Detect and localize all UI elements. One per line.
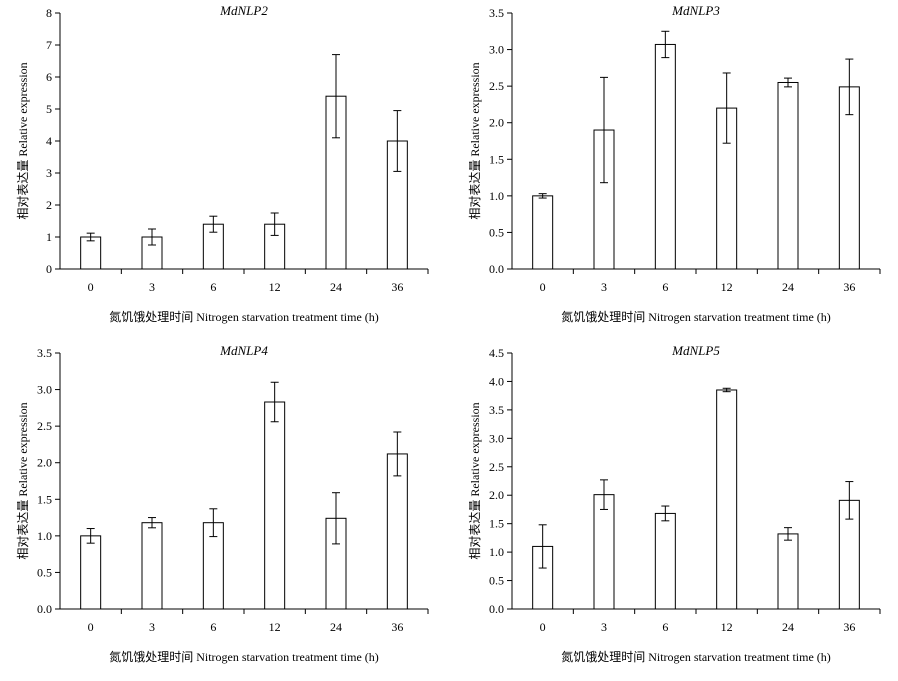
bar-3h: [141, 522, 163, 610]
y-tick-label: 2: [46, 198, 52, 212]
y-tick-label: 1.0: [489, 189, 504, 203]
y-tick-label: 0.0: [37, 602, 52, 616]
y-tick-label: 2.5: [489, 460, 504, 474]
x-axis-label: 氮饥饿处理时间 Nitrogen starvation treatment ti…: [109, 649, 379, 664]
y-tick-label: 3.5: [37, 346, 52, 360]
x-tick-label: 3: [149, 620, 155, 634]
y-tick-label: 1.0: [489, 545, 504, 559]
y-tick-label: 5: [46, 102, 52, 116]
bar-0h: [80, 236, 102, 270]
x-tick-label: 6: [210, 620, 216, 634]
x-tick-label: 12: [269, 620, 281, 634]
y-tick-label: 2.0: [489, 116, 504, 130]
y-tick-label: 3.0: [37, 383, 52, 397]
y-tick-label: 2.0: [489, 488, 504, 502]
y-tick-label: 8: [46, 6, 52, 20]
x-tick-label: 24: [782, 620, 794, 634]
y-tick-label: 7: [46, 38, 52, 52]
y-tick-label: 1.5: [489, 517, 504, 531]
bar-24h: [777, 533, 799, 610]
bar-36h: [386, 453, 408, 610]
y-axis-label: 相对表达量 Relative expression: [16, 402, 30, 559]
y-tick-label: 2.5: [489, 79, 504, 93]
x-axis-label: 氮饥饿处理时间 Nitrogen starvation treatment ti…: [561, 649, 831, 664]
x-tick-label: 12: [721, 620, 733, 634]
x-tick-label: 3: [149, 280, 155, 294]
bar-12h: [716, 389, 738, 610]
y-tick-label: 3.0: [489, 431, 504, 445]
bar-0h: [532, 195, 554, 270]
x-tick-label: 0: [88, 280, 94, 294]
bar-3h: [593, 494, 615, 610]
x-tick-label: 24: [330, 620, 342, 634]
chart-panel-3: 0.00.51.01.52.02.53.03.50 3 6 12 24 36MdNLP4氮…: [16, 343, 429, 664]
x-tick-label: 0: [88, 620, 94, 634]
x-tick-label: 24: [782, 280, 794, 294]
y-tick-label: 0.5: [37, 565, 52, 579]
x-tick-label: 6: [210, 280, 216, 294]
y-tick-label: 0: [46, 262, 52, 276]
y-tick-label: 1.5: [37, 492, 52, 506]
x-tick-label: 12: [269, 280, 281, 294]
panel-title: MdNLP2: [219, 3, 268, 18]
x-tick-label: 36: [391, 620, 403, 634]
bar-12h: [264, 401, 286, 610]
bar-6h: [654, 512, 676, 610]
y-tick-label: 0.0: [489, 262, 504, 276]
y-tick-label: 0.5: [489, 225, 504, 239]
y-tick-label: 1.0: [37, 529, 52, 543]
x-tick-label: 36: [391, 280, 403, 294]
panel-title: MdNLP3: [671, 3, 720, 18]
panel-title: MdNLP4: [219, 343, 268, 358]
x-tick-label: 6: [662, 280, 668, 294]
bar-24h: [777, 81, 799, 270]
y-tick-label: 2.5: [37, 419, 52, 433]
x-tick-label: 3: [601, 280, 607, 294]
x-tick-label: 24: [330, 280, 342, 294]
y-tick-label: 4.0: [489, 374, 504, 388]
x-tick-label: 3: [601, 620, 607, 634]
bar-6h: [654, 43, 676, 270]
y-axis-label: 相对表达量 Relative expression: [16, 62, 30, 219]
y-axis-label: 相对表达量 Relative expression: [468, 402, 482, 559]
panel-title: MdNLP5: [671, 343, 720, 358]
x-tick-label: 6: [662, 620, 668, 634]
x-tick-label: 36: [843, 280, 855, 294]
y-tick-label: 4: [46, 134, 52, 148]
x-tick-label: 0: [540, 620, 546, 634]
chart-panel-4: 0.00.51.01.52.02.53.03.54.04.50 3 6 12 24 36M…: [468, 343, 881, 664]
y-tick-label: 3.0: [489, 43, 504, 57]
y-tick-label: 3.5: [489, 6, 504, 20]
x-tick-label: 0: [540, 280, 546, 294]
y-tick-label: 1.5: [489, 152, 504, 166]
x-axis-label: 氮饥饿处理时间 Nitrogen starvation treatment ti…: [109, 309, 379, 324]
y-tick-label: 3: [46, 166, 52, 180]
y-tick-label: 6: [46, 70, 52, 84]
y-tick-label: 0.0: [489, 602, 504, 616]
x-tick-label: 12: [721, 280, 733, 294]
chart-panel-2: 0.00.51.01.52.02.53.03.50 3 6 12 24 36MdNLP3氮…: [468, 3, 881, 324]
y-axis-label: 相对表达量 Relative expression: [468, 62, 482, 219]
y-tick-label: 0.5: [489, 574, 504, 588]
x-axis-label: 氮饥饿处理时间 Nitrogen starvation treatment ti…: [561, 309, 831, 324]
x-tick-label: 36: [843, 620, 855, 634]
y-tick-label: 2.0: [37, 456, 52, 470]
y-tick-label: 1: [46, 230, 52, 244]
bar-0h: [80, 535, 102, 610]
y-tick-label: 3.5: [489, 403, 504, 417]
y-tick-label: 4.5: [489, 346, 504, 360]
